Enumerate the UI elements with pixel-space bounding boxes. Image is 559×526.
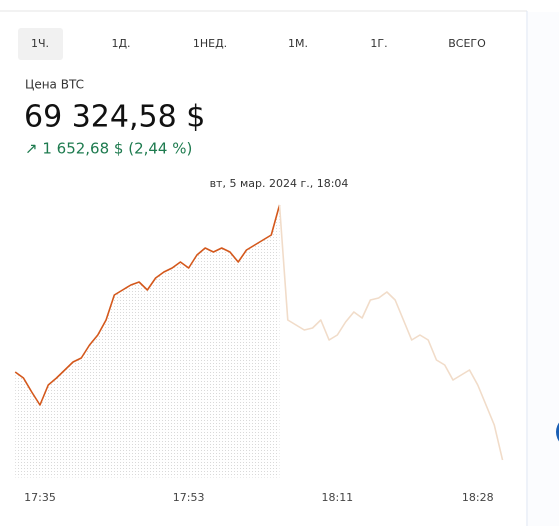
tab[interactable]: 1М. (288, 37, 308, 50)
x-tick-label: 18:11 (321, 491, 353, 504)
price-change: ↗ 1 652,68 $ (2,44 %) (25, 140, 192, 158)
tooltip: вт, 5 мар. 2024 г., 18:04 (210, 177, 349, 190)
side-panel (528, 12, 559, 526)
x-tick-label: 17:35 (24, 491, 56, 504)
side-button[interactable] (556, 416, 559, 448)
plot: 17:35 17:53 18:11 18:28 (14, 204, 504, 504)
x-tick-label: 18:28 (462, 491, 494, 504)
tab[interactable]: 1НЕД. (193, 37, 227, 50)
price-line (278, 204, 504, 461)
tab-selected-bg (18, 28, 63, 60)
price-label: Цена BTC (25, 78, 84, 92)
tab[interactable]: 1Ч. (31, 37, 49, 50)
tab[interactable]: 1Д. (111, 37, 130, 50)
area-fill (15, 205, 280, 478)
tab[interactable]: ВСЕГО (448, 37, 486, 50)
x-tick-label: 17:53 (173, 491, 205, 504)
price-line (14, 204, 281, 406)
price: 69 324,58 $ (24, 100, 205, 135)
tab[interactable]: 1Г. (370, 37, 387, 50)
